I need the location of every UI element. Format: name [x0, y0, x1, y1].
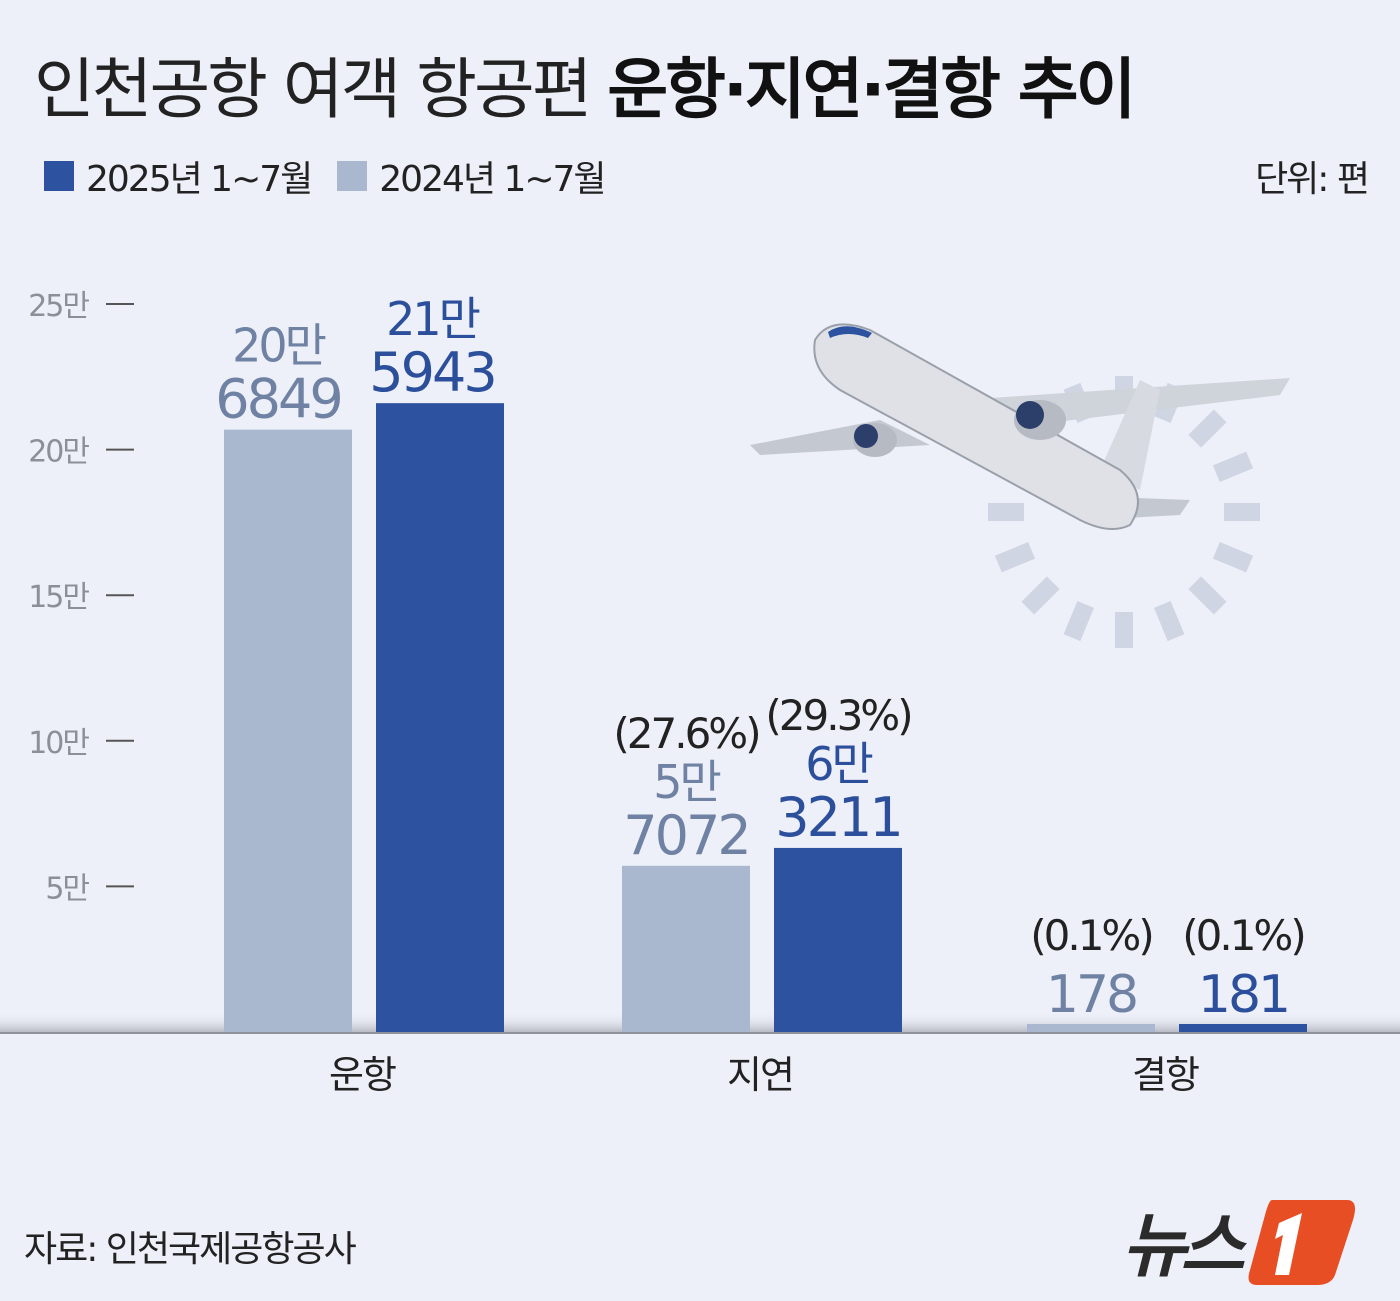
bar-지연-0	[622, 865, 750, 1032]
bar-결항-0	[1027, 1024, 1155, 1032]
legend-item-2024: 2024년 1~7월	[337, 150, 607, 202]
data-label: 7072	[623, 804, 748, 867]
logo-text: 뉴스	[1122, 1205, 1245, 1287]
bar-운항-1	[376, 403, 504, 1033]
spinner-dash	[1212, 451, 1254, 483]
unit-label: 단위: 편	[1255, 159, 1370, 200]
category-label: 지연	[727, 1053, 793, 1097]
legend-swatch	[337, 161, 368, 191]
share-label: (0.1%)	[1182, 911, 1303, 960]
data-label-man: 6만	[805, 737, 872, 791]
y-tick-label: 15만	[28, 580, 89, 615]
data-label: 181	[1198, 965, 1288, 1025]
category-label: 결항	[1132, 1053, 1199, 1097]
y-tick-label: 5만	[45, 871, 89, 906]
source-note: 자료: 인천국제공항공사	[24, 1229, 357, 1270]
data-label: 3211	[775, 786, 900, 849]
y-tick-label: 20만	[28, 435, 89, 470]
airplane-icon	[750, 323, 1290, 530]
y-tick-label: 10만	[28, 726, 89, 761]
share-label: (0.1%)	[1030, 911, 1151, 960]
spinner-dash	[1063, 600, 1095, 642]
data-label: 178	[1046, 965, 1136, 1025]
bar-지연-1	[774, 847, 902, 1032]
spinner-dash	[1153, 600, 1185, 642]
legend-label: 2024년 1~7월	[379, 159, 606, 200]
spinner-dash	[994, 541, 1036, 573]
chart-title: 인천공항 여객 항공편 운항·지연·결항 추이	[34, 36, 1136, 132]
legend-label: 2025년 1~7월	[86, 159, 313, 200]
data-label-man: 20만	[232, 319, 326, 373]
legend: 2025년 1~7월 2024년 1~7월	[44, 150, 631, 202]
spinner-dash	[1188, 576, 1227, 615]
logo-mark-icon	[1248, 1199, 1355, 1285]
legend-swatch	[44, 161, 74, 191]
bar-결항-1	[1179, 1024, 1307, 1032]
data-label-man: 5만	[653, 755, 720, 809]
legend-item-2025: 2025년 1~7월	[44, 150, 313, 202]
data-label: 5943	[369, 341, 494, 404]
news1-logo: 뉴스	[1122, 1190, 1357, 1291]
share-label: (29.3%)	[765, 691, 910, 740]
data-label-man: 21만	[386, 292, 480, 346]
title-normal: 인천공항 여객 항공편	[34, 51, 608, 128]
data-label: 6849	[215, 368, 340, 431]
share-label: (27.6%)	[613, 709, 758, 758]
title-bold: 운항·지연·결항 추이	[607, 51, 1136, 128]
spinner-dash	[1021, 576, 1060, 615]
bar-운항-0	[224, 429, 352, 1032]
spinner-dash	[1212, 541, 1254, 573]
category-label: 운항	[329, 1053, 396, 1097]
y-tick-label: 25만	[28, 289, 89, 324]
spinner-dash	[1188, 409, 1227, 448]
